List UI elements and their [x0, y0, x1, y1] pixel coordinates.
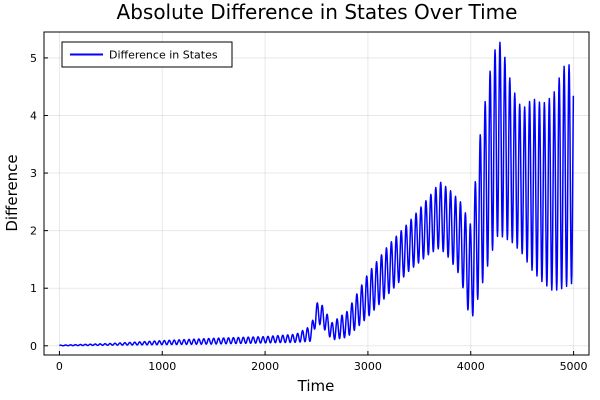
chart-title: Absolute Difference in States Over Time	[117, 0, 518, 24]
y-tick-label: 3	[30, 167, 37, 180]
y-tick-label: 2	[30, 225, 37, 238]
x-tick-label: 5000	[560, 360, 588, 373]
legend: Difference in States	[61, 41, 233, 68]
x-tick-label: 1000	[148, 360, 176, 373]
x-tick-label: 3000	[354, 360, 382, 373]
y-axis-label: Difference	[3, 154, 21, 231]
x-axis-label: Time	[297, 377, 335, 395]
ticks: 0 1000 2000 3000 4000 5000 0 1 2 3 4 5	[30, 52, 588, 373]
y-tick-label: 5	[30, 52, 37, 65]
plot-area	[43, 31, 590, 356]
y-tick-label: 0	[30, 340, 37, 353]
series-line-difference-in-states	[58, 41, 575, 347]
x-tick-label: 4000	[457, 360, 485, 373]
x-tick-label: 0	[56, 360, 63, 373]
y-tick-label: 1	[30, 282, 37, 295]
y-tick-label: 4	[30, 109, 37, 122]
x-tick-label: 2000	[251, 360, 279, 373]
series-layer	[58, 41, 575, 347]
legend-label-difference-in-states: Difference in States	[109, 49, 218, 62]
